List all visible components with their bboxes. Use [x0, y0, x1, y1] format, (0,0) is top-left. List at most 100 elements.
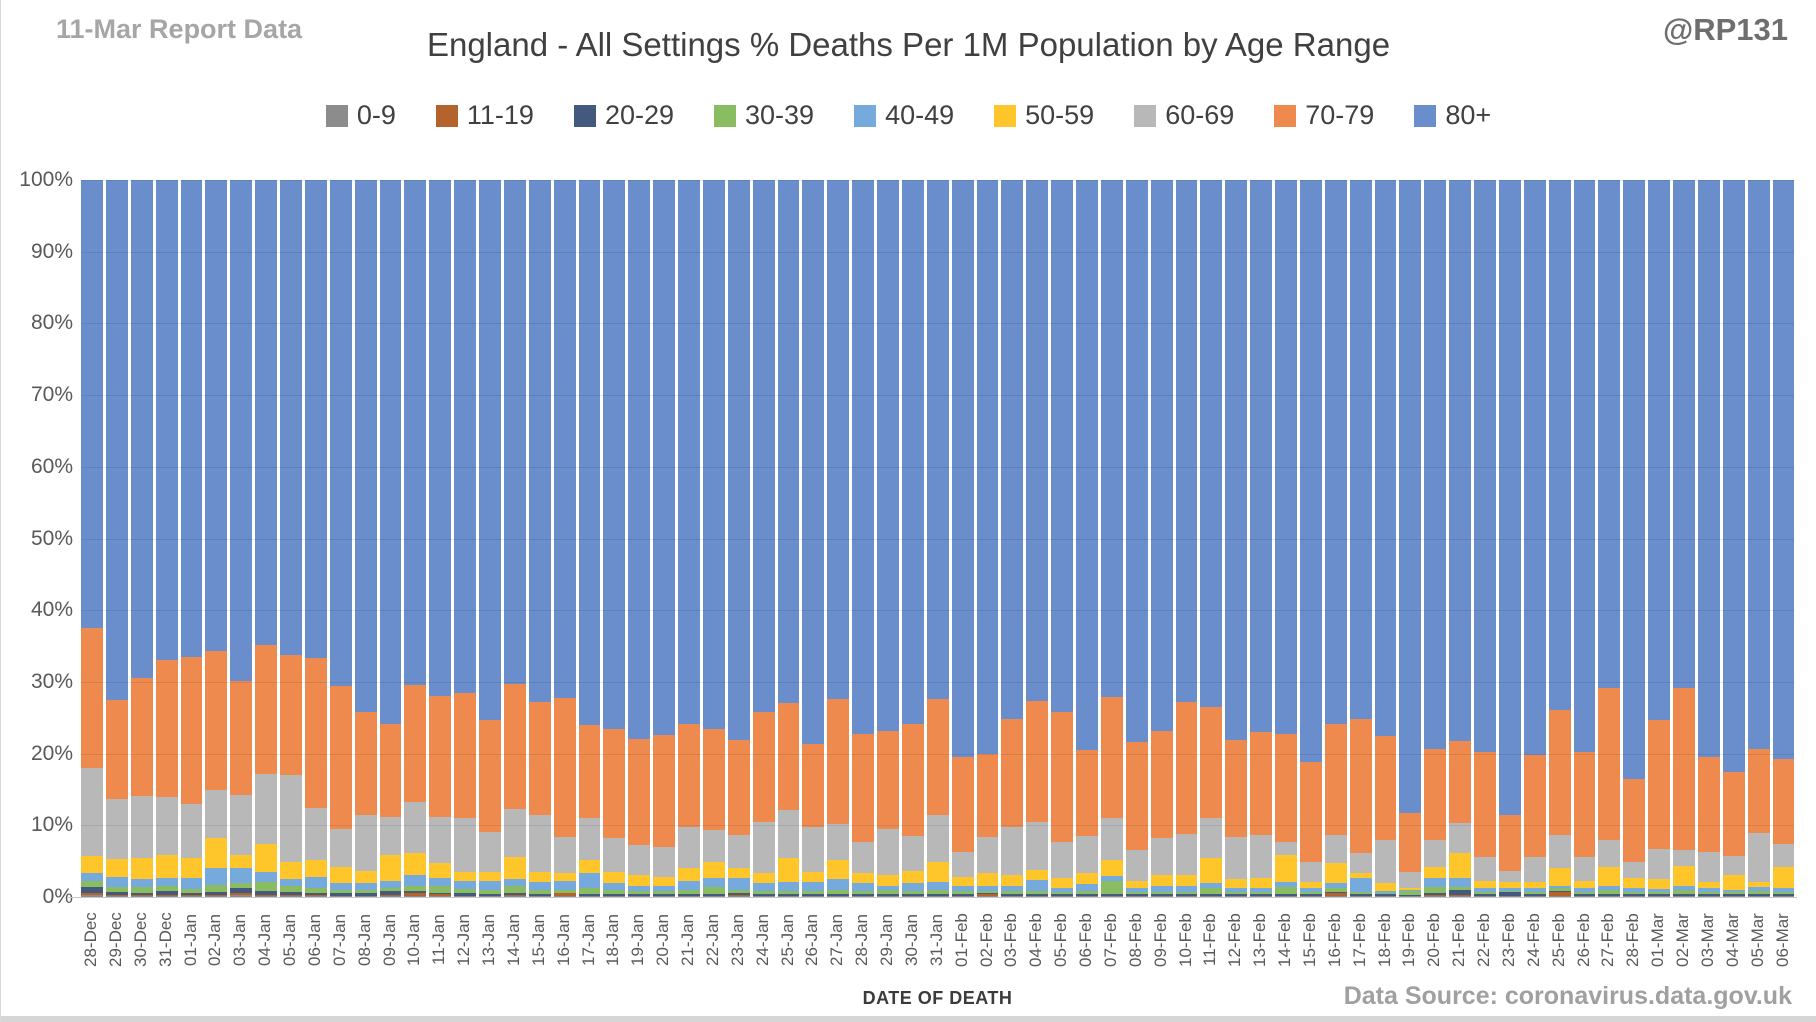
bar-segment-60-69: [454, 818, 476, 872]
bar-segment-30-39: [1250, 892, 1272, 895]
bar-segment-0-9: [354, 896, 377, 897]
bar-segment-80+: [678, 180, 700, 725]
bar-segment-70-79: [1324, 723, 1347, 836]
bar-segment-60-69: [280, 775, 302, 862]
x-tick-label: 08-Feb: [1125, 913, 1145, 967]
bar-segment-11-19: [180, 894, 203, 896]
bar-segment-30-39: [1150, 892, 1173, 895]
bar-segment-80+: [1349, 180, 1372, 720]
bar-segment-70-79: [1175, 702, 1198, 834]
bar-segment-11-19: [1051, 895, 1073, 897]
legend-item-30-39: 30-39: [714, 100, 814, 131]
bar-03-Mar: [1697, 180, 1720, 897]
bar-segment-0-9: [1573, 896, 1596, 897]
bar-segment-40-49: [1498, 887, 1521, 891]
bar-segment-80+: [1498, 180, 1521, 816]
legend-item-20-29: 20-29: [573, 100, 674, 131]
x-tick-label: 05-Feb: [1051, 913, 1071, 967]
legend-label: 80+: [1445, 100, 1492, 130]
x-tick-label: 30-Jan: [901, 914, 921, 966]
bar-31-Dec: [155, 180, 178, 897]
bar-segment-60-69: [379, 816, 402, 855]
x-tick-label: 01-Mar: [1648, 913, 1668, 967]
bar-03-Feb: [1001, 180, 1024, 897]
bar-segment-60-69: [1026, 821, 1049, 870]
bar-segment-0-9: [578, 896, 601, 897]
bar-segment-60-69: [1598, 840, 1621, 867]
bar-segment-11-19: [553, 893, 576, 897]
legend-label: 70-79: [1305, 100, 1375, 130]
y-axis: 100% 90% 80% 70% 60% 50% 40% 30% 20% 10% 0%: [1, 168, 73, 908]
bar-segment-50-59: [926, 861, 949, 882]
bar-19-Jan: [628, 180, 651, 897]
bar-segment-60-69: [304, 808, 327, 861]
bar-segment-11-19: [105, 894, 128, 896]
bar-segment-60-69: [528, 815, 551, 872]
bar-segment-50-59: [280, 861, 302, 880]
bar-segment-60-69: [852, 841, 874, 874]
bar-segment-11-19: [702, 895, 725, 897]
x-tick-label: 13-Feb: [1250, 913, 1270, 967]
bar-segment-70-79: [1250, 732, 1272, 836]
bar-segment-0-9: [877, 896, 899, 897]
bar-segment-11-19: [1449, 894, 1471, 896]
bar-segment-50-59: [503, 856, 526, 880]
bar-segment-20-29: [255, 890, 277, 895]
bar-segment-0-9: [105, 895, 128, 897]
bar-segment-0-9: [1076, 896, 1098, 897]
bar-segment-50-59: [1349, 873, 1372, 879]
bar-25-Jan: [777, 180, 800, 897]
bar-segment-60-69: [1374, 839, 1397, 883]
bar-segment-70-79: [1051, 712, 1073, 842]
x-tick-label: 16-Jan: [553, 914, 573, 966]
bar-04-Feb: [1026, 180, 1049, 897]
bar-segment-40-49: [1424, 878, 1447, 888]
bar-segment-80+: [1648, 180, 1670, 720]
bar-segment-80+: [827, 180, 850, 700]
bar-segment-60-69: [404, 801, 427, 854]
x-tick-label: 09-Feb: [1150, 913, 1170, 967]
bar-segment-30-39: [528, 889, 551, 895]
bar-segment-60-69: [603, 838, 626, 872]
bar-segment-20-29: [926, 894, 949, 896]
bar-segment-20-29: [230, 888, 253, 894]
bar-segment-30-39: [205, 884, 228, 893]
x-tick-label: 25-Jan: [777, 914, 797, 966]
bar-segment-60-69: [1275, 841, 1297, 856]
bar-segment-30-39: [1424, 887, 1447, 894]
bar-segment-50-59: [329, 866, 352, 884]
bar-segment-30-39: [901, 890, 924, 895]
bar-segment-30-39: [1722, 892, 1745, 895]
bar-segment-70-79: [304, 658, 327, 809]
bar-segment-20-29: [1449, 889, 1471, 895]
bar-segment-60-69: [1001, 826, 1024, 875]
bar-segment-80+: [479, 180, 501, 720]
bar-segment-60-69: [1722, 855, 1745, 875]
bar-segment-70-79: [1747, 748, 1770, 834]
bar-segment-50-59: [1374, 882, 1397, 892]
bar-segment-50-59: [678, 868, 700, 882]
bar-segment-20-29: [976, 893, 999, 895]
bar-segment-70-79: [479, 719, 501, 832]
bar-segment-11-19: [1150, 895, 1173, 897]
bar-segment-0-9: [727, 895, 750, 897]
bar-segment-40-49: [1150, 886, 1173, 893]
bar-segment-70-79: [752, 712, 775, 822]
bar-segment-70-79: [727, 740, 750, 836]
bar-segment-40-49: [603, 883, 626, 890]
bar-segment-0-9: [1623, 896, 1646, 897]
bar-segment-70-79: [1449, 741, 1471, 824]
bar-13-Jan: [479, 180, 501, 897]
bar-segment-30-39: [1125, 892, 1148, 895]
bar-segment-11-19: [1250, 895, 1272, 897]
bar-segment-0-9: [553, 896, 576, 897]
bar-segment-0-9: [603, 896, 626, 897]
legend-marker-icon: [1134, 104, 1157, 127]
y-tick-label: 80%: [30, 311, 73, 335]
x-tick-label: 23-Feb: [1498, 913, 1518, 967]
bar-segment-30-39: [1374, 892, 1397, 895]
bar-segment-70-79: [1275, 733, 1297, 842]
bar-segment-70-79: [1125, 741, 1148, 851]
bar-segment-30-39: [877, 889, 899, 895]
bar-segment-0-9: [951, 896, 974, 897]
